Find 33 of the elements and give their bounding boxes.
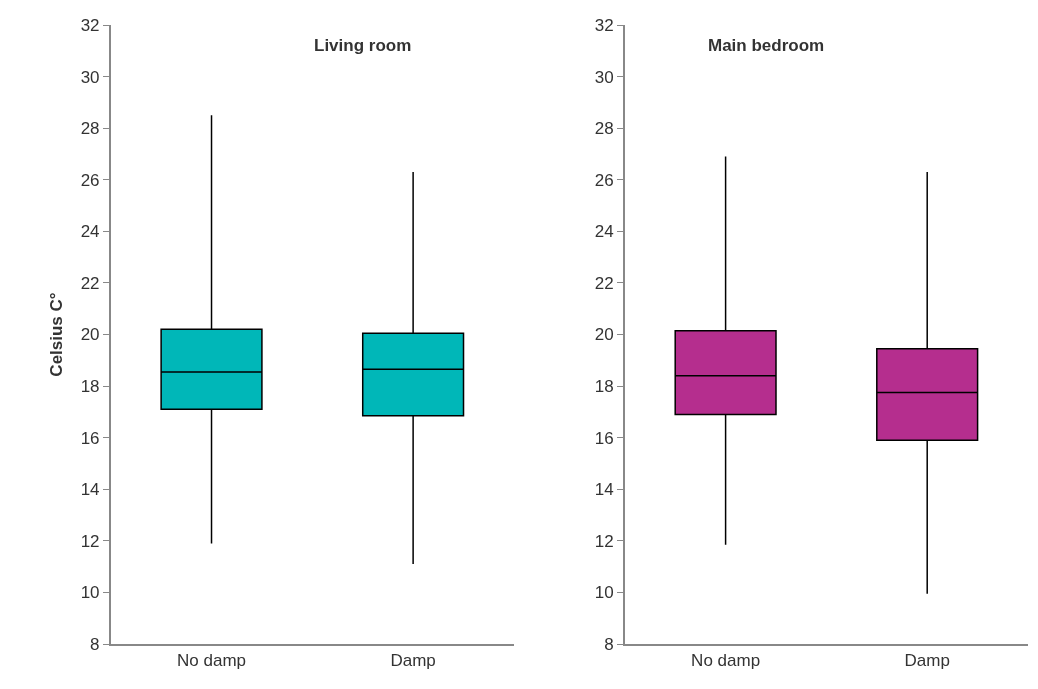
y-tick-label: 16 xyxy=(80,428,100,448)
y-tick-label: 24 xyxy=(594,222,614,242)
y-tick-label: 12 xyxy=(594,531,614,551)
y-tick-label: 10 xyxy=(594,583,614,603)
y-tick-label: 26 xyxy=(594,170,614,190)
y-tick-label: 22 xyxy=(80,273,100,293)
text: Living room xyxy=(314,36,412,55)
y-tick-label: 32 xyxy=(80,15,100,35)
y-tick-label: 22 xyxy=(594,273,614,293)
y-tick-label: 12 xyxy=(80,531,100,551)
y-tick-label: 30 xyxy=(594,67,614,87)
y-tick-label: 14 xyxy=(80,480,100,500)
x-tick-label: Damp xyxy=(390,651,436,671)
y-axis-title: Celsius C° xyxy=(46,292,66,377)
text: Main bedroom xyxy=(708,36,825,55)
y-tick-label: 16 xyxy=(594,428,614,448)
y-tick-label: 18 xyxy=(594,377,614,397)
y-tick-label: 18 xyxy=(80,377,100,397)
y-tick-label: 14 xyxy=(594,480,614,500)
y-tick-label: 20 xyxy=(594,325,614,345)
x-tick-label: No damp xyxy=(177,651,247,671)
y-tick-label: 10 xyxy=(80,583,100,603)
y-tick-label: 30 xyxy=(80,67,100,87)
y-tick-label: 8 xyxy=(90,634,100,654)
y-tick-label: 8 xyxy=(604,634,614,654)
x-tick-label: No damp xyxy=(691,651,761,671)
y-tick-label: 24 xyxy=(80,222,100,242)
y-tick-label: 32 xyxy=(594,15,614,35)
y-tick-label: 26 xyxy=(80,170,100,190)
x-tick-label: Damp xyxy=(904,651,950,671)
y-tick-label: 28 xyxy=(80,119,100,139)
y-tick-label: 28 xyxy=(594,119,614,139)
y-tick-label: 20 xyxy=(80,325,100,345)
